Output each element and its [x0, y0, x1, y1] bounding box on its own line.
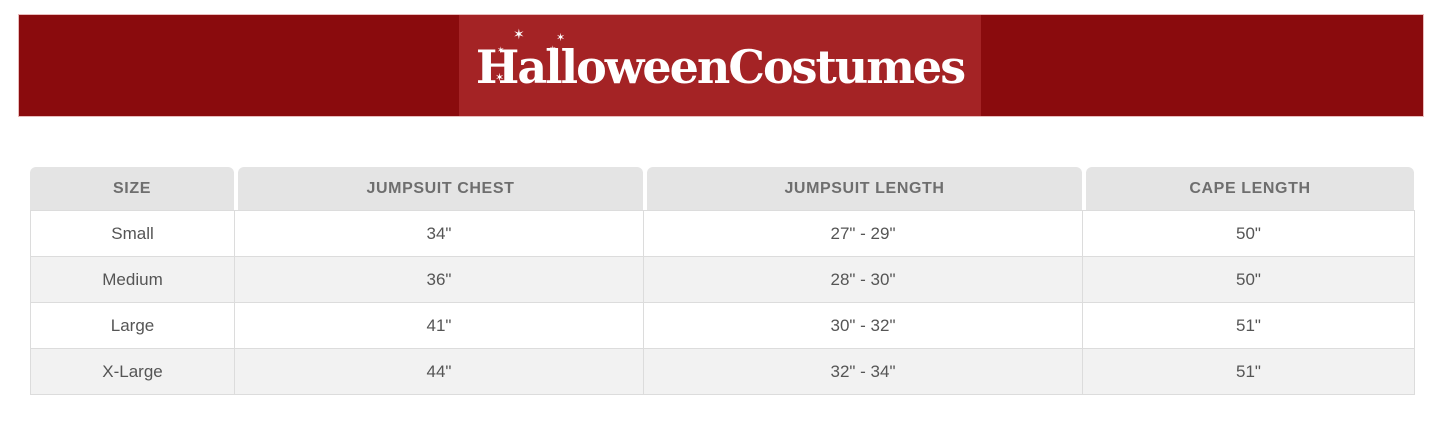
- column-header-jumpsuit-length: JUMPSUIT LENGTH: [647, 167, 1082, 210]
- star-icon: ✶: [513, 27, 525, 43]
- table-header-row: SIZE JUMPSUIT CHEST JUMPSUIT LENGTH CAPE…: [30, 167, 1414, 210]
- table-cell: 28" - 30": [643, 256, 1083, 303]
- size-label: Small: [30, 210, 235, 257]
- size-chart-table: SIZE JUMPSUIT CHEST JUMPSUIT LENGTH CAPE…: [30, 167, 1415, 395]
- star-icon: ✶: [556, 31, 566, 44]
- table-body: Small 34" 27" - 29" 50" Medium 36" 28" -…: [30, 210, 1415, 395]
- size-label: Medium: [30, 256, 235, 303]
- star-icon: ✶: [495, 71, 505, 84]
- table-cell: 51": [1082, 348, 1415, 395]
- table-cell: 30" - 32": [643, 302, 1083, 349]
- star-icon: ✶: [549, 45, 557, 55]
- table-cell: 44": [234, 348, 644, 395]
- table-cell: 27" - 29": [643, 210, 1083, 257]
- brand-logo-text: HalloweenCostumes: [475, 40, 966, 94]
- column-header-jumpsuit-chest: JUMPSUIT CHEST: [238, 167, 643, 210]
- table-row: Small 34" 27" - 29" 50": [30, 210, 1415, 257]
- column-header-size: SIZE: [30, 167, 234, 210]
- table-cell: 34": [234, 210, 644, 257]
- header-banner: ✶ ✶ ✶ ✶ ✶ ✶ HalloweenCostumes: [18, 14, 1424, 117]
- table-cell: 41": [234, 302, 644, 349]
- table-row: Large 41" 30" - 32" 51": [30, 302, 1415, 349]
- star-icon: ✶: [567, 49, 574, 58]
- star-icon: ✶: [497, 46, 505, 56]
- size-label: Large: [30, 302, 235, 349]
- table-cell: 51": [1082, 302, 1415, 349]
- table-cell: 36": [234, 256, 644, 303]
- table-row: X-Large 44" 32" - 34" 51": [30, 348, 1415, 395]
- table-cell: 50": [1082, 210, 1415, 257]
- column-header-cape-length: CAPE LENGTH: [1086, 167, 1414, 210]
- brand-logo[interactable]: ✶ ✶ ✶ ✶ ✶ ✶ HalloweenCostumes: [459, 15, 981, 116]
- table-row: Medium 36" 28" - 30" 50": [30, 256, 1415, 303]
- size-label: X-Large: [30, 348, 235, 395]
- table-cell: 50": [1082, 256, 1415, 303]
- table-cell: 32" - 34": [643, 348, 1083, 395]
